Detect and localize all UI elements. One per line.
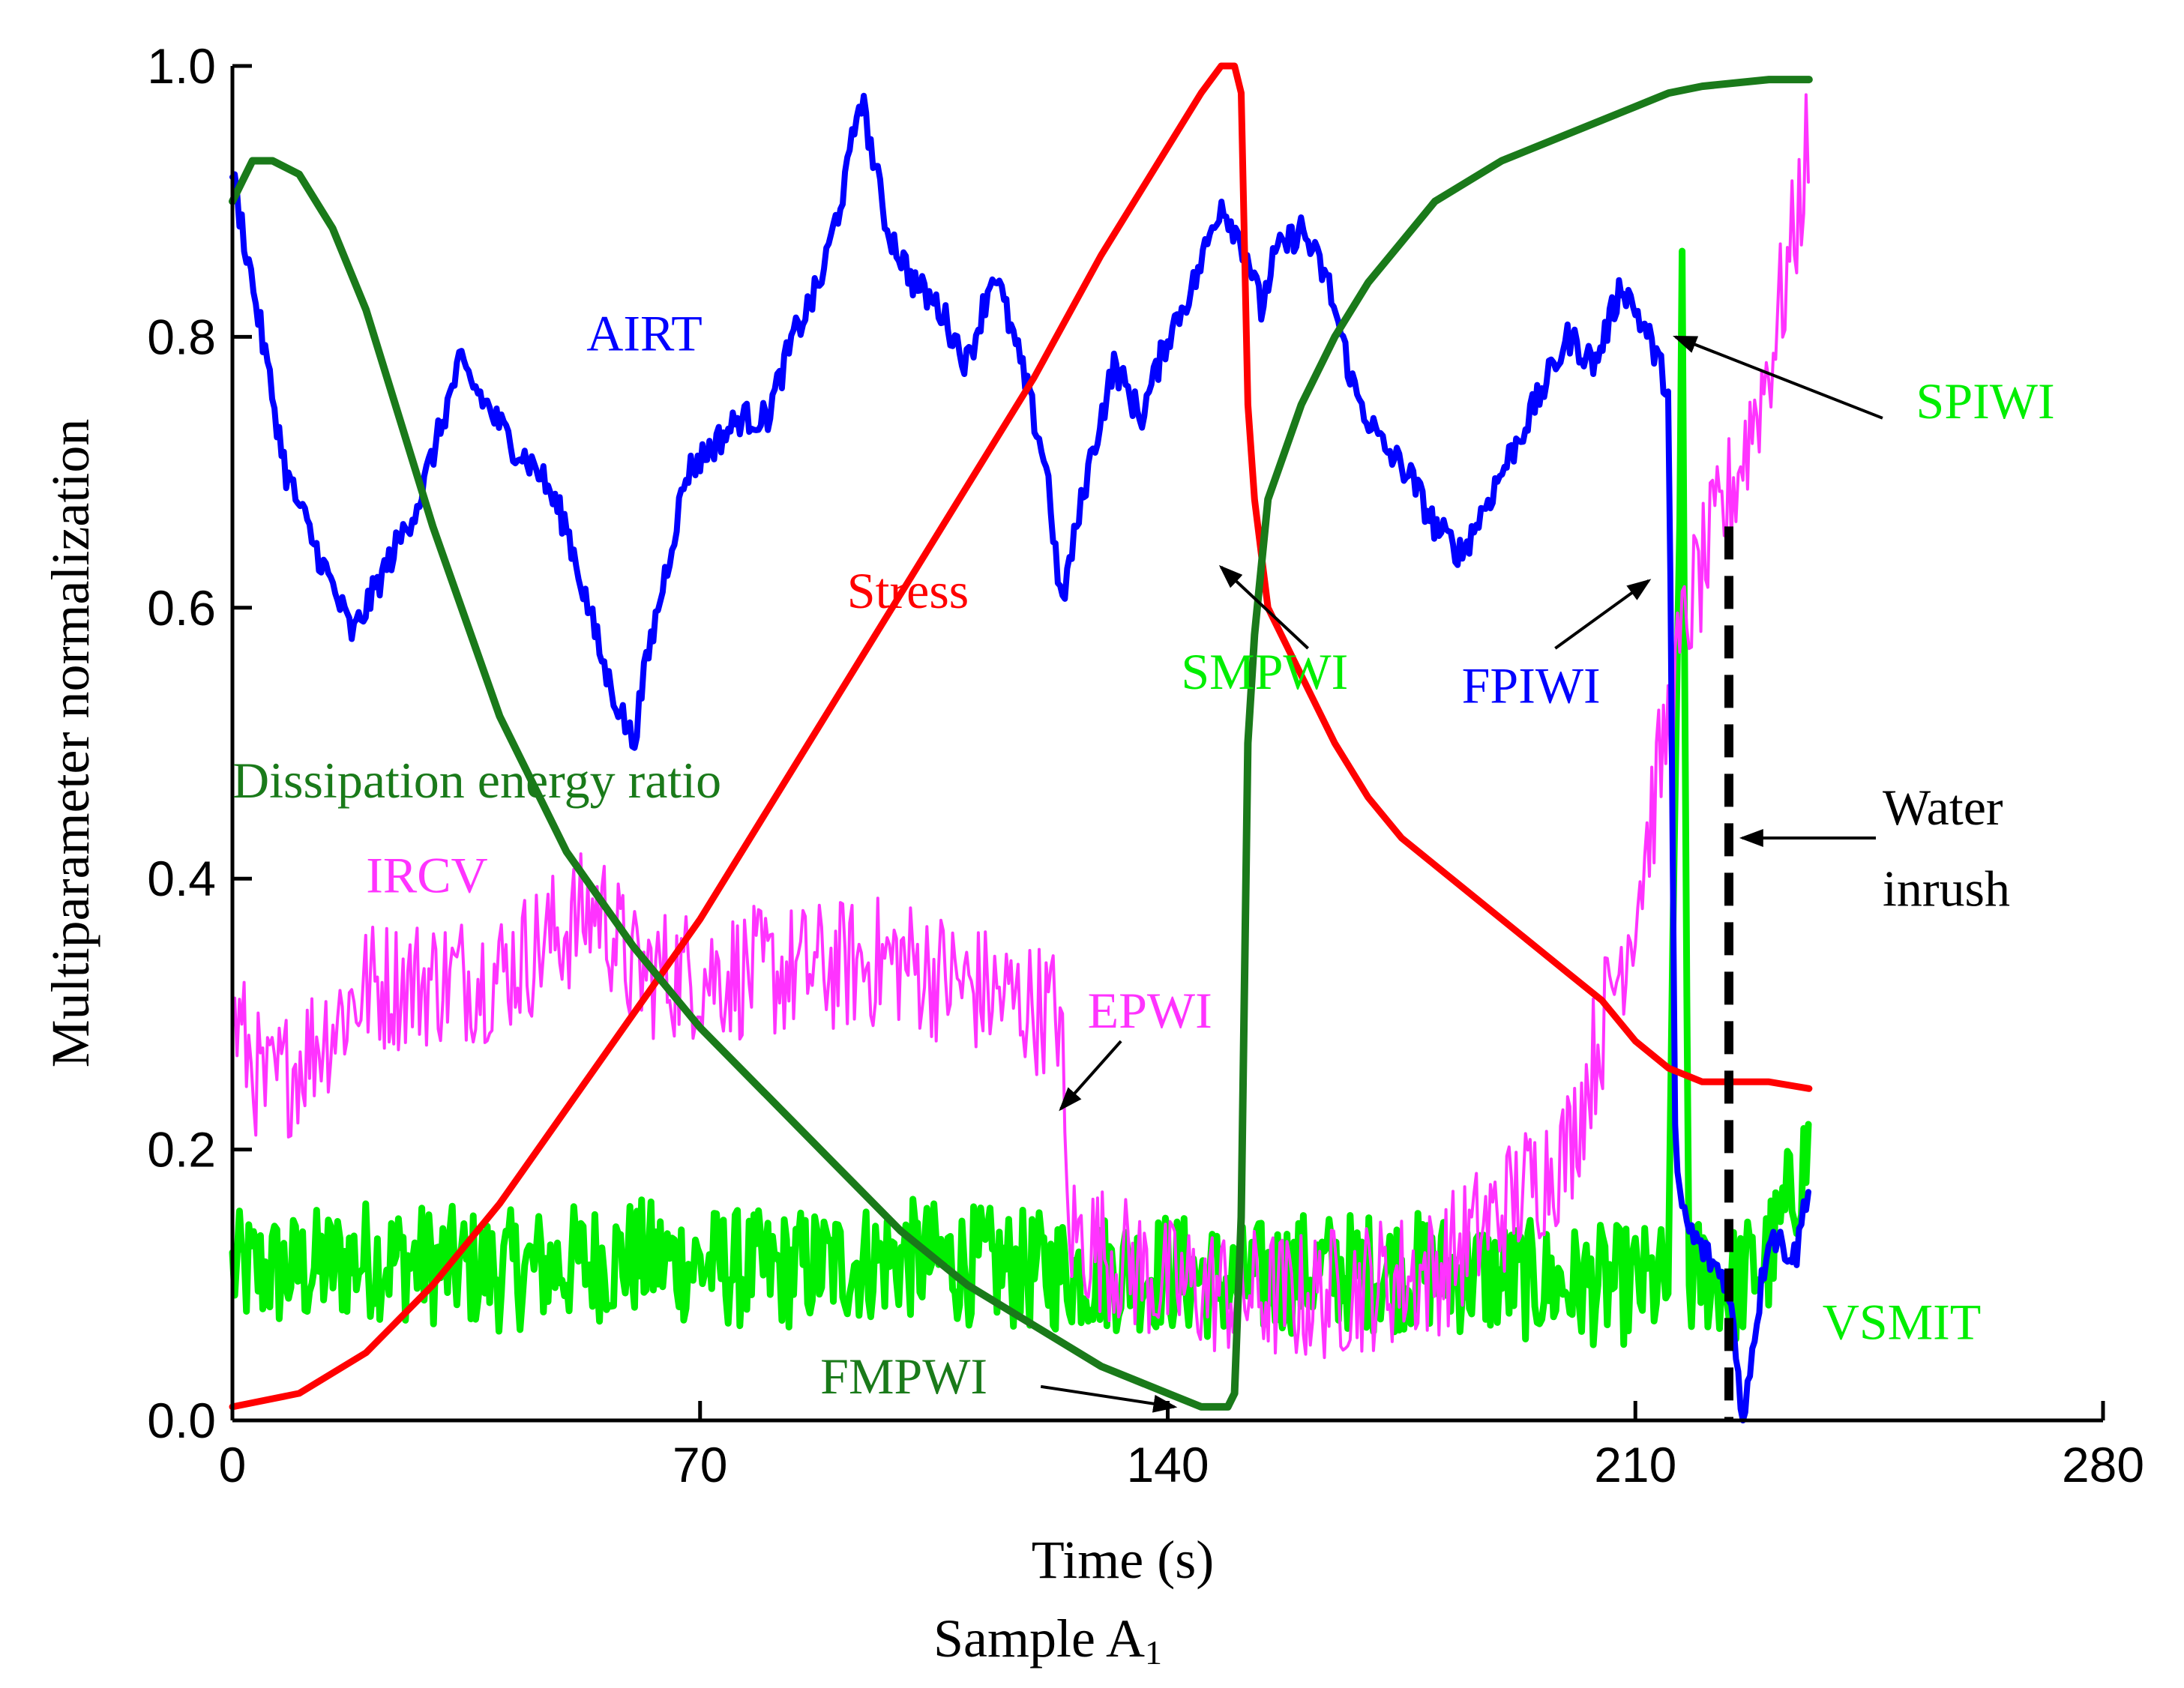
arrow-smpwi [1218, 564, 1309, 650]
label-spiwi: SPIWI [1916, 373, 2055, 429]
y-tick-label: 0.2 [147, 1122, 216, 1178]
label-stress: Stress [847, 562, 969, 619]
caption-main: Sample A [933, 1609, 1145, 1669]
label-inrush: inrush [1883, 860, 2010, 917]
arrow-spiwi [1672, 335, 1883, 420]
series-line-dissipation-energy-ratio [229, 76, 1813, 1411]
chart-caption: Sample A1 [933, 1609, 1162, 1672]
y-tick-label: 0.0 [147, 1393, 216, 1448]
label-fpiwi: FPIWI [1462, 657, 1601, 714]
label-water: Water [1883, 779, 2003, 836]
y-tick-label: 0.4 [147, 851, 216, 906]
x-tick-label: 0 [219, 1437, 247, 1492]
label-vsmit: VSMIT [1823, 1294, 1982, 1351]
x-axis-title: Time (s) [1032, 1530, 1214, 1590]
series-layer [229, 62, 1813, 1423]
arrow-fpiwi [1554, 579, 1652, 650]
series-line-airt [229, 92, 1811, 1423]
y-tick-label: 0.8 [147, 309, 216, 364]
axes-layer: 0.0 0.2 0.4 0.6 0.8 1.0 0 70 140 210 280 [147, 38, 2144, 1492]
arrow-epwi [1059, 1040, 1122, 1112]
label-layer: AIRT Stress SMPWI FPIWI SPIWI Dissipation ene… [232, 304, 2055, 1413]
label-smpwi: SMPWI [1181, 643, 1348, 700]
x-tick-label: 70 [673, 1437, 727, 1492]
y-tick-label: 0.6 [147, 580, 216, 636]
x-tick-label: 210 [1594, 1437, 1676, 1492]
y-axis-title: Multiparameter normalization [40, 419, 100, 1068]
x-tick-label: 280 [2062, 1437, 2144, 1492]
caption-subscript: 1 [1145, 1633, 1162, 1672]
y-tick-label: 1.0 [147, 38, 216, 94]
label-ircv: IRCV [366, 846, 487, 903]
x-tick-label: 140 [1126, 1437, 1209, 1492]
label-epwi: EPWI [1088, 982, 1212, 1039]
label-dissipation-energy-ratio: Dissipation energy ratio [232, 752, 721, 809]
label-fmpwi: FMPWI [820, 1348, 987, 1405]
arrow-fmpwi [1040, 1384, 1178, 1413]
series-line-ircv [231, 93, 1810, 1360]
label-airt: AIRT [586, 304, 703, 361]
series-line-vsmit [229, 247, 1812, 1348]
series-line-stress [229, 62, 1813, 1411]
